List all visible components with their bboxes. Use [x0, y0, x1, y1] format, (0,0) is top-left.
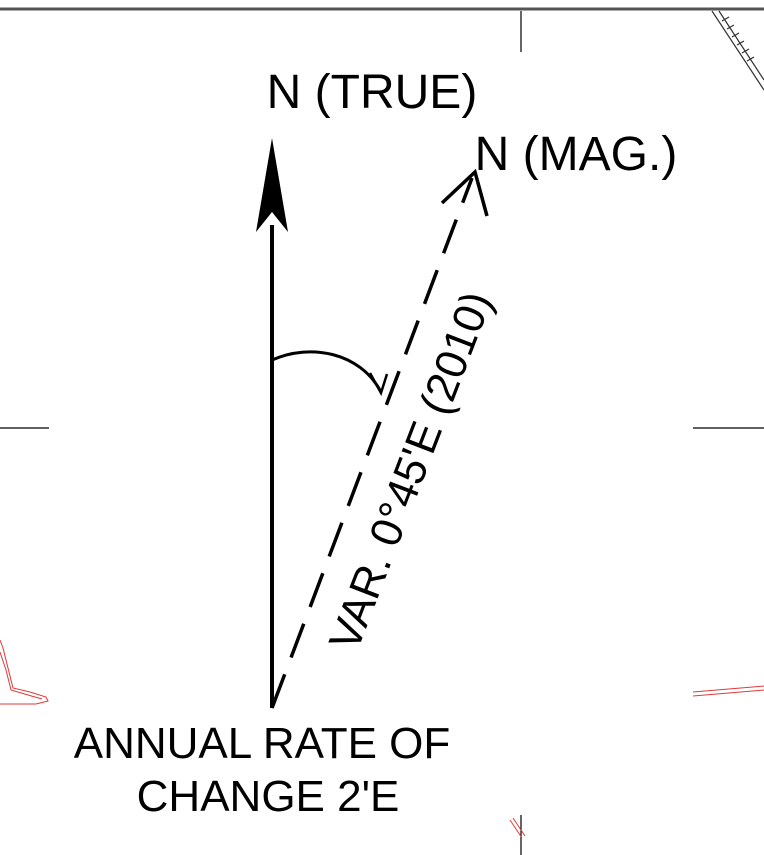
- rail-line-top-right: [711, 10, 764, 91]
- red-line-right: [692, 685, 764, 697]
- magnetic-north-label: N (MAG.): [475, 128, 678, 181]
- magnetic-north-shaft: [270, 177, 474, 709]
- magnetic-north-arrowhead: [440, 168, 489, 217]
- red-linework: [0, 639, 764, 839]
- true-north-label: N (TRUE): [267, 66, 478, 119]
- red-line-left-inner: [0, 651, 43, 700]
- true-north-arrow: [256, 138, 288, 708]
- true-north-arrowhead: [256, 138, 288, 232]
- variation-arc: [271, 350, 389, 397]
- variation-arc-arrowhead: [368, 372, 389, 397]
- variation-arc-path: [271, 350, 383, 393]
- registration-marks: [0, 11, 764, 855]
- red-line-bottom: [509, 817, 526, 839]
- annual-rate-label-line1: ANNUAL RATE OF: [74, 719, 451, 768]
- annual-rate-label-line2: CHANGE 2'E: [137, 772, 400, 821]
- red-line-left: [0, 639, 49, 705]
- magnetic-north-arrow: [270, 168, 489, 709]
